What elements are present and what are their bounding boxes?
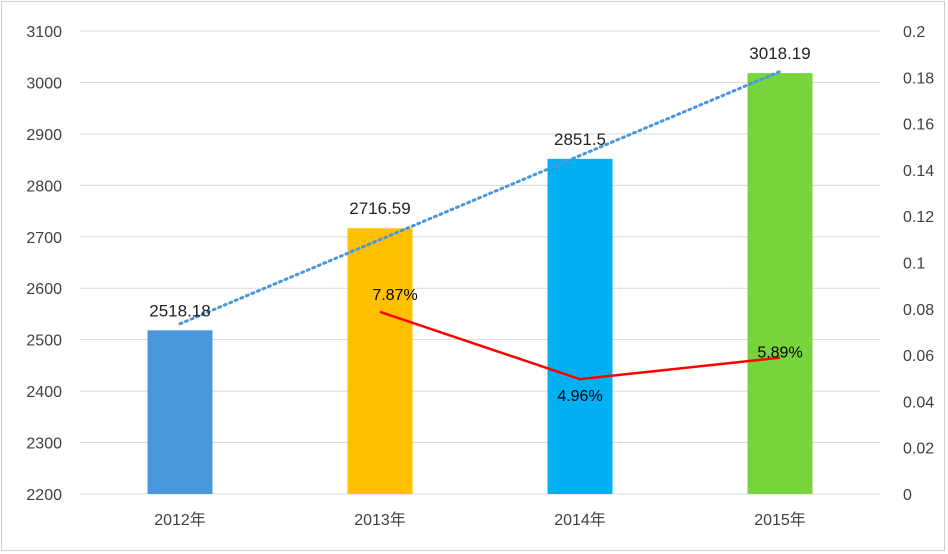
x-tick-label: 2012年 [154, 511, 206, 529]
y-tick-label: 2600 [26, 281, 62, 298]
y-tick-label: 2500 [26, 333, 62, 350]
x-tick-label: 2013年 [354, 511, 406, 529]
y-tick-label: 2400 [26, 384, 62, 401]
y2-tick-label: 0.12 [903, 209, 934, 226]
y2-tick-label: 0.1 [903, 256, 925, 273]
bar [347, 228, 413, 494]
y2-tick-label: 0.02 [903, 441, 934, 458]
x-tick-label: 2014年 [554, 511, 606, 529]
x-tick-label: 2015年 [754, 511, 806, 529]
y2-tick-label: 0.04 [903, 394, 934, 411]
y2-tick-label: 0.18 [903, 70, 934, 87]
bar-data-label: 2851.5 [554, 130, 606, 149]
y-tick-label: 2800 [26, 178, 62, 195]
y-tick-label: 2700 [26, 230, 62, 247]
growth-data-label: 4.96% [557, 388, 602, 405]
growth-data-label: 7.87% [372, 287, 417, 304]
bar [547, 158, 613, 494]
y2-tick-label: 0 [903, 487, 912, 504]
y-tick-label: 2900 [26, 127, 62, 144]
y-tick-label: 3000 [26, 75, 62, 92]
y2-tick-label: 0.08 [903, 302, 934, 319]
bar [747, 73, 813, 494]
trendline [178, 69, 782, 326]
y2-tick-label: 0.14 [903, 163, 934, 180]
bar-data-label: 2518.18 [149, 301, 210, 320]
growth-data-label: 5.89% [757, 345, 802, 362]
bar-data-label: 3018.19 [749, 44, 810, 63]
y-tick-label: 2200 [26, 487, 62, 504]
growth-line [379, 310, 781, 381]
y-tick-label: 2300 [26, 436, 62, 453]
y-tick-label: 3100 [26, 24, 62, 41]
bar-data-label: 2716.59 [349, 199, 410, 218]
y2-tick-label: 0.16 [903, 117, 934, 134]
y2-tick-label: 0.06 [903, 348, 934, 365]
y2-tick-label: 0.2 [903, 24, 925, 41]
bar [147, 330, 213, 494]
